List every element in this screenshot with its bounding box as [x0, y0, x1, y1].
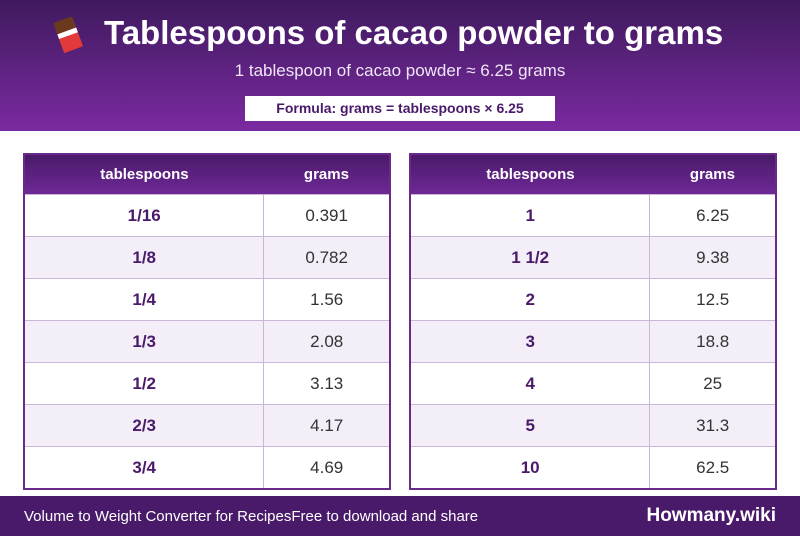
grams-cell: 9.38: [649, 236, 777, 279]
grams-cell: 62.5: [649, 446, 777, 490]
table-row: 1 1/2 9.38: [409, 236, 777, 279]
grams-cell: 4.17: [263, 404, 391, 447]
column-header: grams: [263, 154, 390, 195]
tablespoons-cell: 4: [409, 362, 651, 405]
grams-cell: 2.08: [263, 320, 391, 363]
grams-cell: 6.25: [649, 194, 777, 237]
grams-cell: 1.56: [263, 278, 391, 321]
table-row: 3 18.8: [409, 320, 777, 363]
table-row: 3/4 4.69: [23, 446, 391, 490]
table-row: 1/3 2.08: [23, 320, 391, 363]
formula: Formula: grams = tablespoons × 6.25: [245, 96, 555, 121]
column-header: tablespoons: [24, 154, 264, 195]
column-header: tablespoons: [410, 154, 650, 195]
table-row: 4 25: [409, 362, 777, 405]
header-row: tablespoons grams: [24, 154, 390, 195]
tablespoons-cell: 10: [409, 446, 651, 490]
subtitle: 1 tablespoon of cacao powder ≈ 6.25 gram…: [234, 61, 566, 80]
grams-cell: 18.8: [649, 320, 777, 363]
brand: Howmany.wiki: [646, 505, 776, 526]
column-header: grams: [649, 154, 776, 195]
footer-text: Volume to Weight Converter for RecipesFr…: [24, 508, 478, 525]
table-row: 1/2 3.13: [23, 362, 391, 405]
grams-cell: 25: [649, 362, 777, 405]
chocolate-icon: [53, 16, 83, 54]
tablespoons-cell: 1/8: [23, 236, 265, 279]
title: Tablespoons of cacao powder to grams: [104, 14, 724, 51]
footer-left: Volume to Weight Converter for Recipes: [24, 508, 292, 525]
grams-cell: 4.69: [263, 446, 391, 490]
table-row: 2 12.5: [409, 278, 777, 321]
tablespoons-cell: 1/4: [23, 278, 265, 321]
tablespoons-cell: 2/3: [23, 404, 265, 447]
tablespoons-cell: 3: [409, 320, 651, 363]
tablespoons-cell: 1/16: [23, 194, 265, 237]
tablespoons-cell: 1: [409, 194, 651, 237]
table-row: 1 6.25: [409, 194, 777, 237]
table-row: 2/3 4.17: [23, 404, 391, 447]
table-row: 1/8 0.782: [23, 236, 391, 279]
table-row: 1/4 1.56: [23, 278, 391, 321]
tablespoons-cell: 5: [409, 404, 651, 447]
tablespoons-cell: 1/3: [23, 320, 265, 363]
header-row: tablespoons grams: [410, 154, 776, 195]
tablespoons-cell: 2: [409, 278, 651, 321]
conversion-table: tablespoons grams 1 6.25 1 1/2 9.38 2 12.5 3 18.8…: [409, 153, 777, 490]
grams-cell: 3.13: [263, 362, 391, 405]
table-row: 5 31.3: [409, 404, 777, 447]
grams-cell: 0.391: [263, 194, 391, 237]
header: Tablespoons of cacao powder to grams 1 t…: [0, 0, 800, 131]
table-row: 1/16 0.391: [23, 194, 391, 237]
table-row: 10 62.5: [409, 446, 777, 490]
grams-cell: 0.782: [263, 236, 391, 279]
tablespoons-cell: 1 1/2: [409, 236, 651, 279]
conversion-table: tablespoons grams 1/16 0.391 1/8 0.782 1/4 1.56…: [23, 153, 391, 490]
grams-cell: 12.5: [649, 278, 777, 321]
tablespoons-cell: 1/2: [23, 362, 265, 405]
tablespoons-cell: 3/4: [23, 446, 265, 490]
grams-cell: 31.3: [649, 404, 777, 447]
footer: Volume to Weight Converter for RecipesFr…: [0, 496, 800, 536]
footer-middle: Free to download and share: [291, 508, 479, 525]
